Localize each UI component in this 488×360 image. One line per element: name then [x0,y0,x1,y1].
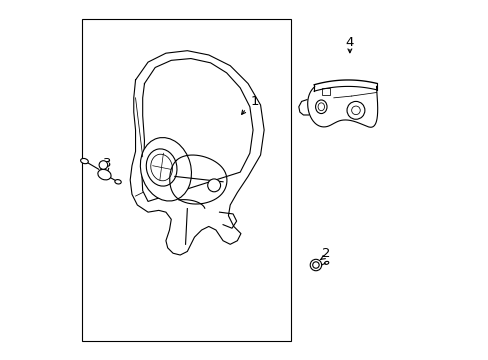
Ellipse shape [115,180,121,184]
Text: 2: 2 [322,247,330,260]
Circle shape [309,259,321,271]
Bar [82,19,290,341]
Text: 4: 4 [345,36,353,49]
Ellipse shape [81,158,88,164]
Ellipse shape [140,138,191,201]
Circle shape [207,179,220,192]
Bar [322,88,329,95]
Text: 1: 1 [250,95,259,108]
Circle shape [99,161,107,169]
Ellipse shape [324,261,328,264]
Text: 3: 3 [102,157,111,170]
Ellipse shape [98,170,111,180]
Ellipse shape [146,149,177,186]
